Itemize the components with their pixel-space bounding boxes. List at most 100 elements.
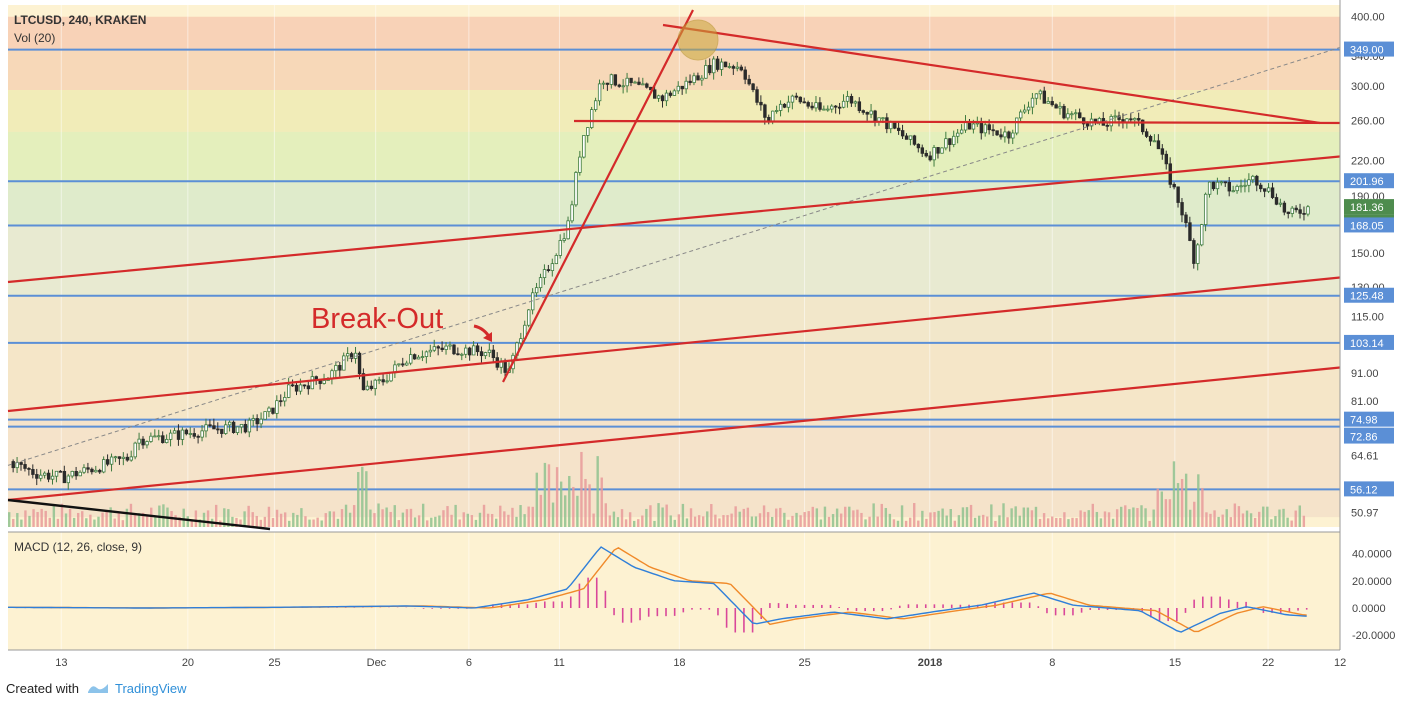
volume-bar — [462, 512, 465, 527]
volume-bar — [1189, 509, 1192, 527]
macd-axis-tick: 20.0000 — [1352, 576, 1392, 588]
candle-body — [452, 344, 456, 355]
volume-bar — [454, 504, 457, 527]
candle-body — [27, 468, 31, 470]
volume-bar — [750, 516, 754, 527]
candle-body — [397, 363, 401, 366]
volume-bar — [1221, 514, 1224, 527]
candle-body — [251, 418, 255, 421]
footer-brand[interactable]: TradingView — [114, 680, 187, 696]
candle-body — [279, 400, 283, 403]
candle-body — [90, 468, 94, 473]
volume-bar — [527, 506, 530, 527]
volume-bar — [746, 507, 750, 527]
candle-body — [487, 349, 492, 353]
volume-bar — [24, 510, 27, 527]
volume-bar — [52, 504, 56, 527]
volume-bar — [1197, 474, 1200, 527]
volume-bar — [580, 451, 583, 527]
candle-body — [550, 263, 555, 271]
candle-body — [822, 108, 826, 111]
volume-bar — [304, 516, 307, 527]
volume-bar — [977, 515, 981, 527]
candle-body — [605, 82, 610, 85]
candle-body — [216, 428, 220, 431]
volume-bar — [389, 511, 392, 527]
candle-body — [1211, 181, 1216, 190]
volume-bar — [921, 510, 924, 527]
tradingview-logo-icon — [87, 684, 108, 693]
candle-body — [527, 309, 531, 326]
volume-bar — [316, 517, 319, 527]
candle-body — [259, 418, 263, 425]
volume-bar — [600, 477, 603, 527]
candle-body — [991, 129, 995, 132]
candle-body — [1266, 187, 1271, 192]
candle-body — [204, 424, 208, 432]
volume-bar — [259, 519, 263, 527]
candle-body — [574, 172, 578, 206]
volume-bar — [661, 507, 664, 527]
candle-body — [1176, 186, 1180, 203]
candle-body — [1203, 193, 1208, 225]
candle-body — [1156, 140, 1161, 150]
price-badge: 349.00 — [1350, 45, 1384, 57]
candle-body — [684, 80, 688, 90]
volume-bar — [503, 511, 506, 527]
volume-bar — [223, 508, 226, 527]
volume-bar — [572, 486, 575, 527]
candle-body — [747, 78, 751, 85]
candle-body — [806, 102, 810, 107]
volume-bar — [1217, 516, 1220, 527]
candle-body — [70, 470, 74, 477]
candle-body — [723, 61, 728, 68]
price-badge: 72.86 — [1350, 432, 1378, 444]
volume-bar — [292, 512, 295, 527]
volume-bar — [1099, 518, 1103, 527]
volume-bar — [770, 516, 774, 527]
volume-bar — [811, 506, 814, 527]
volume-bar — [665, 504, 668, 527]
volume-bar — [361, 466, 364, 527]
volume-bar — [1233, 503, 1237, 527]
macd-label: MACD (12, 26, close, 9) — [14, 540, 142, 554]
volume-bar — [255, 515, 258, 527]
volume-bar — [1091, 503, 1095, 527]
candle-body — [924, 152, 928, 157]
candle-body — [318, 380, 322, 384]
candle-body — [743, 69, 747, 80]
volume-bar — [85, 518, 88, 527]
volume-bar — [1168, 499, 1172, 527]
candle-body — [94, 469, 98, 473]
candle-body — [739, 66, 743, 71]
candle-body — [944, 138, 948, 149]
candle-body — [1141, 119, 1145, 133]
volume-bar — [649, 505, 652, 527]
candle-body — [54, 470, 59, 477]
candle-body — [873, 110, 877, 123]
candle-body — [483, 352, 488, 357]
candle-body — [751, 83, 755, 91]
candle-body — [590, 109, 594, 128]
volume-bar — [490, 513, 494, 527]
candle-body — [444, 345, 448, 350]
candle-body — [554, 255, 559, 265]
red-trendline-2 — [7, 365, 1346, 502]
candle-body — [235, 426, 240, 434]
candle-body — [609, 74, 614, 85]
volume-bar — [1213, 510, 1216, 527]
candle-body — [1034, 93, 1039, 99]
volume-bar — [1282, 508, 1285, 527]
candle-body — [334, 364, 338, 372]
volume-bar — [616, 517, 620, 527]
candle-body — [389, 372, 393, 382]
candle-body — [405, 362, 409, 366]
x-axis-tick: 6 — [466, 657, 472, 669]
volume-bar — [1120, 506, 1123, 527]
breakout-annotation: Break-Out — [311, 303, 443, 335]
candle-body — [696, 75, 700, 81]
candle-body — [1239, 185, 1243, 188]
candle-body — [897, 127, 901, 131]
x-axis-tick: 20 — [182, 657, 194, 669]
candle-body — [1302, 212, 1306, 215]
